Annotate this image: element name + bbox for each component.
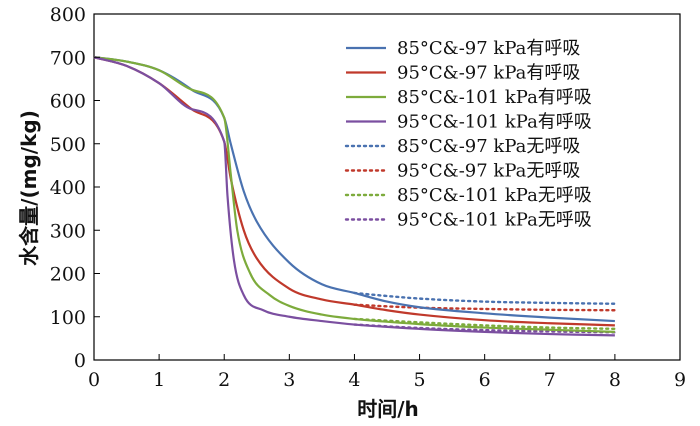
axis-ticks: 0 1 2 3 4 5 6 7 8 9 0 100 200 300 400 500 600 700 800	[50, 4, 686, 391]
x-tick-label: 1	[153, 369, 165, 391]
series-line-1	[93, 56, 615, 323]
legend: 85°C&-97 kPa有呼吸 95°C&-97 kPa有呼吸 85°C&-101 …	[344, 38, 592, 231]
x-tick-label: 6	[479, 369, 491, 391]
y-tick-label: 500	[50, 134, 86, 156]
x-tick-label: 2	[218, 369, 230, 391]
y-tick-label: 300	[50, 220, 86, 242]
y-tick-label: 400	[50, 177, 86, 199]
x-tick-label: 5	[414, 369, 426, 391]
legend-label: 95°C&-101 kPa有呼吸	[397, 112, 592, 133]
legend-label: 95°C&-97 kPa无呼吸	[397, 161, 580, 182]
legend-label: 85°C&-97 kPa有呼吸	[397, 38, 580, 59]
series-lines	[93, 56, 617, 337]
x-tick-label: 3	[283, 369, 295, 391]
y-tick-label: 200	[50, 264, 86, 286]
y-tick-label: 800	[50, 4, 86, 26]
series-line-2	[93, 56, 615, 327]
y-axis-title: 水含量/(mg/kg)	[17, 110, 41, 266]
x-tick-label: 8	[609, 369, 621, 391]
y-tick-label: 0	[74, 350, 86, 372]
y-tick-label: 700	[50, 47, 86, 69]
legend-label: 95°C&-101 kPa无呼吸	[397, 210, 592, 231]
x-tick-label: 4	[348, 369, 360, 391]
series-line-3	[93, 56, 615, 333]
y-tick-label: 600	[50, 91, 86, 113]
x-tick-label: 7	[544, 369, 556, 391]
series-line-4	[93, 56, 615, 337]
x-tick-label: 0	[88, 369, 100, 391]
x-tick-label: 9	[674, 369, 686, 391]
plot-border	[93, 13, 681, 361]
legend-label: 85°C&-101 kPa有呼吸	[397, 87, 592, 108]
series-line-7	[353, 317, 617, 331]
legend-label: 85°C&-97 kPa无呼吸	[397, 136, 580, 157]
x-axis-title: 时间/h	[357, 397, 419, 421]
legend-label: 85°C&-101 kPa无呼吸	[397, 185, 592, 206]
series-line-5	[353, 291, 617, 305]
plot-frame	[93, 13, 681, 361]
y-tick-label: 100	[50, 307, 86, 329]
series-line-6	[353, 303, 617, 312]
legend-label: 95°C&-97 kPa有呼吸	[397, 63, 580, 84]
